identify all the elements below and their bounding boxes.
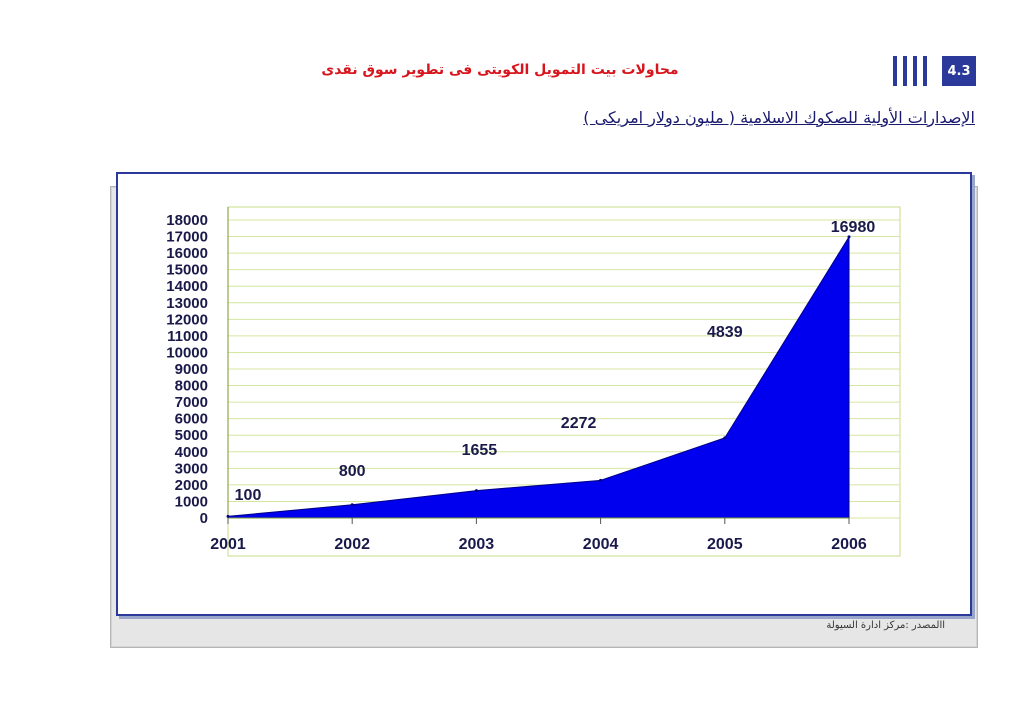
y-tick-label: 6000: [175, 411, 208, 428]
y-tick-label: 15000: [166, 262, 208, 279]
source-note: االمصدر :مركز ادارة السيولة: [826, 620, 945, 631]
section-number-badge: 4.3: [942, 56, 976, 86]
x-tick-label: 2003: [459, 536, 495, 553]
data-label: 2272: [561, 415, 597, 432]
x-tick-label: 2004: [583, 536, 619, 553]
data-point: [599, 478, 603, 482]
data-point: [226, 514, 230, 518]
y-tick-label: 14000: [166, 278, 208, 295]
y-tick-label: 1000: [175, 493, 208, 510]
y-tick-label: 2000: [175, 477, 208, 494]
y-tick-label: 17000: [166, 229, 208, 246]
data-label: 16980: [831, 219, 876, 236]
data-point: [350, 503, 354, 507]
x-tick-label: 2006: [831, 536, 867, 553]
x-tick-label: 2002: [334, 536, 370, 553]
data-label: 100: [235, 487, 262, 504]
data-label: 800: [339, 463, 366, 480]
data-point: [474, 489, 478, 493]
y-tick-label: 12000: [166, 311, 208, 328]
y-tick-label: 9000: [175, 361, 208, 378]
data-label: 4839: [707, 324, 743, 341]
y-tick-label: 7000: [175, 394, 208, 411]
header-bars-decoration: [893, 56, 939, 86]
y-tick-label: 11000: [167, 328, 208, 345]
page-header-title: محاولات بيت التمويل الكويتى فى تطوير سوق…: [321, 62, 679, 78]
x-tick-label: 2001: [210, 536, 246, 553]
data-label: 1655: [462, 442, 498, 459]
y-tick-label: 18000: [166, 212, 208, 229]
y-tick-label: 13000: [166, 295, 208, 312]
y-tick-label: 5000: [175, 427, 208, 444]
data-point: [847, 235, 851, 239]
y-tick-label: 4000: [175, 444, 208, 461]
x-tick-label: 2005: [707, 536, 743, 553]
y-tick-label: 10000: [166, 344, 208, 361]
y-tick-label: 8000: [175, 378, 208, 395]
chart-subtitle: الإصدارات الأولية للصكوك الاسلامية ( ملي…: [583, 108, 975, 127]
data-point: [723, 436, 727, 440]
y-tick-label: 0: [200, 510, 208, 527]
y-tick-label: 3000: [175, 460, 208, 477]
y-tick-label: 16000: [166, 245, 208, 262]
